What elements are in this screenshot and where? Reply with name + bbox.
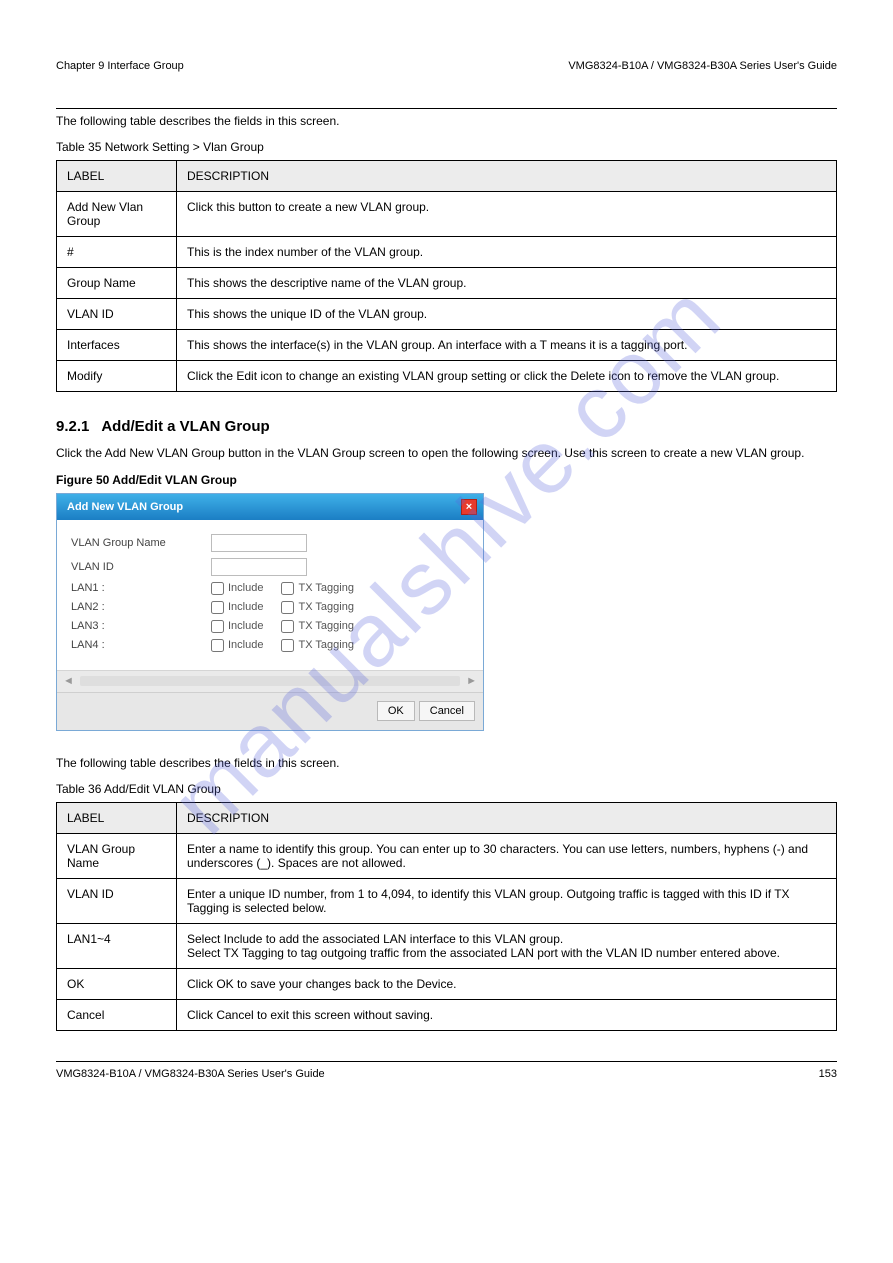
footer: VMG8324-B10A / VMG8324-B30A Series User'… xyxy=(56,1061,837,1080)
cell-desc: This is the index number of the VLAN gro… xyxy=(177,237,837,268)
cell-label: OK xyxy=(57,969,177,1000)
table1-col-label: LABEL xyxy=(57,161,177,192)
table2-col-desc: DESCRIPTION xyxy=(177,803,837,834)
cell-label: VLAN ID xyxy=(57,879,177,924)
table-row: InterfacesThis shows the interface(s) in… xyxy=(57,330,837,361)
table1-caption: Table 35 Network Setting > Vlan Group xyxy=(56,140,837,154)
vlan-dialog: Add New VLAN Group × VLAN Group Name VLA… xyxy=(56,493,484,731)
section-title: Add/Edit a VLAN Group xyxy=(101,418,269,435)
page: Chapter 9 Interface Group VMG8324-B10A /… xyxy=(0,0,893,1120)
include-checkbox[interactable]: Include xyxy=(211,601,263,614)
table-row: ModifyClick the Edit icon to change an e… xyxy=(57,361,837,392)
lan-label: LAN1 : xyxy=(71,582,211,594)
lan-row: LAN1 :Include TX Tagging xyxy=(71,582,469,595)
table-row: Add New Vlan GroupClick this button to c… xyxy=(57,192,837,237)
cell-desc: This shows the descriptive name of the V… xyxy=(177,268,837,299)
footer-left: VMG8324-B10A / VMG8324-B30A Series User'… xyxy=(56,1068,325,1080)
cancel-button[interactable]: Cancel xyxy=(419,701,475,721)
cell-label: LAN1~4 xyxy=(57,924,177,969)
txtag-checkbox[interactable]: TX Tagging xyxy=(281,601,353,614)
cell-desc: Enter a unique ID number, from 1 to 4,09… xyxy=(177,879,837,924)
cell-desc: This shows the unique ID of the VLAN gro… xyxy=(177,299,837,330)
intro-text: The following table describes the fields… xyxy=(56,113,837,130)
section-body: Click the Add New VLAN Group button in t… xyxy=(56,445,837,462)
scroll-right-icon[interactable]: ► xyxy=(466,675,477,687)
cell-label: VLAN ID xyxy=(57,299,177,330)
section-heading: 9.2.1 Add/Edit a VLAN Group xyxy=(56,418,837,435)
header-left: Chapter 9 Interface Group xyxy=(56,60,184,72)
table-row: CancelClick Cancel to exit this screen w… xyxy=(57,1000,837,1031)
vlan-name-input[interactable] xyxy=(211,534,307,552)
include-checkbox[interactable]: Include xyxy=(211,620,263,633)
lan-label: LAN2 : xyxy=(71,601,211,613)
include-checkbox[interactable]: Include xyxy=(211,582,263,595)
section-num: 9.2.1 xyxy=(56,418,89,435)
table-row: VLAN IDEnter a unique ID number, from 1 … xyxy=(57,879,837,924)
table-row: LAN1~4Select Include to add the associat… xyxy=(57,924,837,969)
cell-desc: Click OK to save your changes back to th… xyxy=(177,969,837,1000)
figure-caption: Figure 50 Add/Edit VLAN Group xyxy=(56,473,837,487)
cell-desc: Click Cancel to exit this screen without… xyxy=(177,1000,837,1031)
table-row: VLAN IDThis shows the unique ID of the V… xyxy=(57,299,837,330)
lan-label: LAN3 : xyxy=(71,620,211,632)
footer-page: 153 xyxy=(819,1068,837,1080)
cell-label: Add New Vlan Group xyxy=(57,192,177,237)
header-right: VMG8324-B10A / VMG8324-B30A Series User'… xyxy=(568,60,837,72)
txtag-checkbox[interactable]: TX Tagging xyxy=(281,620,353,633)
txtag-checkbox[interactable]: TX Tagging xyxy=(281,582,353,595)
cell-label: Group Name xyxy=(57,268,177,299)
cell-label: Cancel xyxy=(57,1000,177,1031)
dialog-titlebar: Add New VLAN Group × xyxy=(57,494,483,520)
cell-desc: Enter a name to identify this group. You… xyxy=(177,834,837,879)
table-row: #This is the index number of the VLAN gr… xyxy=(57,237,837,268)
scroll-left-icon[interactable]: ◄ xyxy=(63,675,74,687)
lan-label: LAN4 : xyxy=(71,639,211,651)
intro2-text: The following table describes the fields… xyxy=(56,755,837,772)
lan-row: LAN4 :Include TX Tagging xyxy=(71,639,469,652)
txtag-checkbox[interactable]: TX Tagging xyxy=(281,639,353,652)
table2-col-label: LABEL xyxy=(57,803,177,834)
dialog-scrollbar[interactable]: ◄ ► xyxy=(57,670,483,692)
dialog-footer: OK Cancel xyxy=(57,692,483,730)
table1-col-desc: DESCRIPTION xyxy=(177,161,837,192)
table-row: Group NameThis shows the descriptive nam… xyxy=(57,268,837,299)
scroll-track[interactable] xyxy=(80,676,460,686)
table2: LABEL DESCRIPTION VLAN Group NameEnter a… xyxy=(56,802,837,1031)
include-checkbox[interactable]: Include xyxy=(211,639,263,652)
table1: LABEL DESCRIPTION Add New Vlan GroupClic… xyxy=(56,160,837,392)
cell-desc: Select Include to add the associated LAN… xyxy=(177,924,837,969)
ok-button[interactable]: OK xyxy=(377,701,415,721)
cell-label: Modify xyxy=(57,361,177,392)
header-block: Chapter 9 Interface Group VMG8324-B10A /… xyxy=(56,60,837,109)
dialog-body: VLAN Group Name VLAN ID LAN1 :IncludeTX … xyxy=(57,520,483,670)
close-icon[interactable]: × xyxy=(461,499,477,515)
table-row: VLAN Group NameEnter a name to identify … xyxy=(57,834,837,879)
table2-caption: Table 36 Add/Edit VLAN Group xyxy=(56,782,837,796)
cell-label: Interfaces xyxy=(57,330,177,361)
dialog-title-text: Add New VLAN Group xyxy=(67,501,183,513)
lan-row: LAN3 :Include TX Tagging xyxy=(71,620,469,633)
cell-label: # xyxy=(57,237,177,268)
vlan-id-label: VLAN ID xyxy=(71,561,211,573)
header-rule xyxy=(56,108,837,109)
lan-row: LAN2 :Include TX Tagging xyxy=(71,601,469,614)
cell-desc: Click this button to create a new VLAN g… xyxy=(177,192,837,237)
cell-desc: Click the Edit icon to change an existin… xyxy=(177,361,837,392)
vlan-id-input[interactable] xyxy=(211,558,307,576)
cell-desc: This shows the interface(s) in the VLAN … xyxy=(177,330,837,361)
vlan-name-label: VLAN Group Name xyxy=(71,537,211,549)
table-row: OKClick OK to save your changes back to … xyxy=(57,969,837,1000)
cell-label: VLAN Group Name xyxy=(57,834,177,879)
